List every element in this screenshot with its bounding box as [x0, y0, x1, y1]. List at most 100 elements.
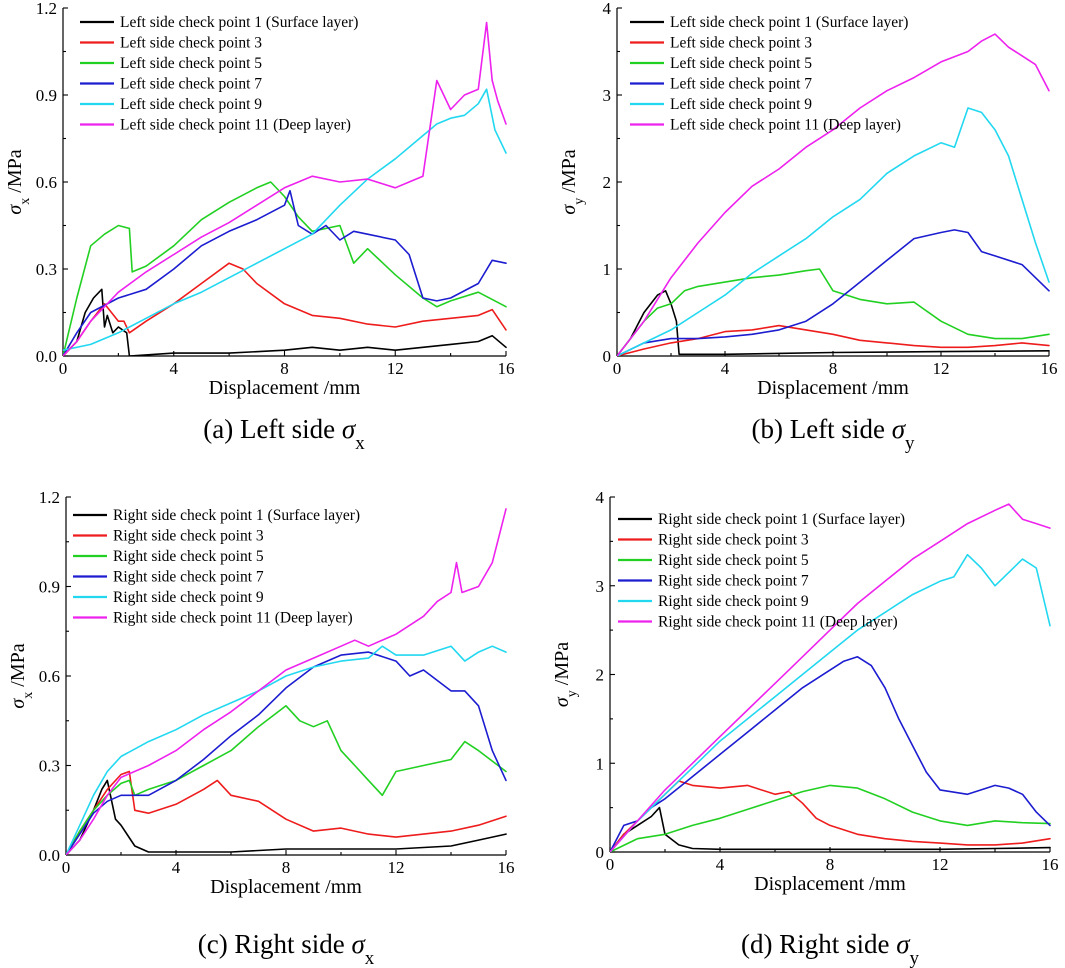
- y-axis-subscript: x: [18, 198, 33, 205]
- caption-text: (c) Right side: [198, 929, 352, 959]
- x-axis-title: Displacement /mm: [209, 377, 361, 399]
- y-tick-label: 0: [596, 843, 605, 862]
- x-axis-title: Displacement /mm: [757, 377, 909, 399]
- legend-label: Left side check point 9: [670, 96, 812, 113]
- legend-label: Left side check point 1 (Surface layer): [670, 14, 908, 31]
- series-line-4: [66, 651, 507, 855]
- x-tick-label: 16: [498, 359, 515, 378]
- x-tick-label: 0: [606, 855, 615, 874]
- figure-caption: (b) Left side σy: [751, 414, 915, 454]
- y-tick-label: 0: [603, 347, 612, 366]
- legend-label: Right side check point 7: [658, 573, 809, 590]
- x-tick-label: 4: [170, 359, 179, 378]
- x-tick-label: 8: [282, 858, 291, 877]
- y-tick-label: 2: [603, 173, 612, 192]
- y-tick-label: 1.2: [36, 0, 57, 18]
- series-line-5: [617, 107, 1050, 356]
- series-line-6: [610, 503, 1051, 852]
- x-tick-label: 16: [498, 858, 515, 877]
- series-line-2: [63, 262, 507, 356]
- y-axis-symbol: σ: [7, 698, 29, 709]
- figure-caption: (c) Right side σx: [198, 929, 375, 968]
- y-tick-label: 4: [603, 0, 612, 18]
- x-tick-label: 12: [388, 858, 405, 877]
- series-line-2: [617, 324, 1050, 356]
- series-line-5: [63, 88, 507, 352]
- caption-text: (d) Right side: [741, 929, 896, 959]
- legend-label: Right side check point 11 (Deep layer): [113, 610, 353, 627]
- y-axis-title: σy /MPa: [558, 149, 587, 214]
- legend-label: Right side check point 3: [658, 532, 809, 549]
- legend: Left side check point 1 (Surface layer) L…: [630, 14, 908, 134]
- x-tick-label: 0: [62, 858, 71, 877]
- legend-label: Right side check point 9: [113, 589, 264, 606]
- y-axis-title: σx /MPa: [7, 643, 36, 708]
- legend-label: Right side check point 5: [113, 548, 264, 565]
- x-tick-label: 12: [933, 359, 950, 378]
- x-tick-label: 8: [280, 359, 289, 378]
- y-tick-label: 1.2: [39, 488, 60, 507]
- legend-label: Left side check point 3: [120, 35, 262, 52]
- x-tick-label: 0: [59, 359, 68, 378]
- legend-label: Left side check point 7: [120, 76, 262, 93]
- y-axis-symbol: σ: [558, 204, 580, 215]
- y-axis-symbol: σ: [4, 204, 26, 215]
- x-axis-title: Displacement /mm: [754, 873, 906, 895]
- caption-subscript: y: [910, 948, 920, 968]
- y-tick-label: 1: [596, 754, 605, 773]
- y-tick-label: 4: [596, 488, 605, 507]
- y-tick-label: 0.3: [36, 260, 57, 279]
- y-axis-subscript: y: [565, 690, 580, 697]
- legend-label: Left side check point 3: [670, 35, 812, 52]
- series-line-6: [66, 508, 507, 855]
- legend-label: Left side check point 5: [670, 55, 812, 72]
- y-tick-label: 0.6: [36, 173, 57, 192]
- y-tick-label: 0.9: [36, 86, 57, 105]
- y-tick-label: 0.3: [39, 757, 60, 776]
- x-tick-label: 4: [716, 855, 725, 874]
- legend: Right side check point 1 (Surface layer)…: [73, 507, 360, 627]
- legend-label: Right side check point 9: [658, 593, 809, 610]
- caption-symbol: σ: [342, 414, 357, 444]
- legend-label: Right side check point 7: [113, 569, 264, 586]
- caption-symbol: σ: [892, 414, 907, 444]
- x-tick-label: 16: [1041, 359, 1058, 378]
- legend: Left side check point 1 (Surface layer) L…: [80, 14, 358, 134]
- y-axis-unit: /MPa: [4, 149, 26, 197]
- y-axis-title: σx /MPa: [4, 149, 33, 214]
- x-tick-label: 4: [172, 858, 181, 877]
- caption-subscript: x: [365, 948, 375, 968]
- x-tick-label: 12: [387, 359, 404, 378]
- series-line-1: [66, 779, 507, 855]
- y-tick-label: 0.0: [36, 347, 57, 366]
- y-tick-label: 2: [596, 666, 605, 685]
- y-axis-title: σy /MPa: [551, 642, 580, 707]
- caption-symbol: σ: [351, 929, 366, 959]
- series-line-6: [63, 21, 507, 356]
- figure-caption: (a) Left side σx: [203, 414, 365, 454]
- y-axis-symbol: σ: [551, 696, 573, 707]
- series-line-3: [610, 784, 1051, 852]
- legend-label: Left side check point 11 (Deep layer): [670, 117, 901, 134]
- series-line-2: [610, 780, 1051, 852]
- x-tick-label: 8: [826, 855, 835, 874]
- figure-caption: (d) Right side σy: [741, 929, 920, 968]
- series-line-3: [66, 704, 507, 855]
- y-tick-label: 1: [603, 260, 612, 279]
- x-tick-label: 8: [829, 359, 838, 378]
- legend-label: Right side check point 3: [113, 528, 264, 545]
- caption-symbol: σ: [896, 929, 911, 959]
- x-axis-title: Displacement /mm: [210, 876, 362, 898]
- y-tick-label: 0.6: [39, 667, 60, 686]
- series-line-2: [66, 770, 507, 855]
- legend: Right side check point 1 (Surface layer)…: [618, 511, 905, 631]
- legend-label: Right side check point 11 (Deep layer): [658, 614, 898, 631]
- legend-label: Right side check point 5: [658, 552, 809, 569]
- series-line-4: [610, 655, 1051, 852]
- x-tick-label: 16: [1042, 855, 1059, 874]
- y-tick-label: 3: [596, 577, 605, 596]
